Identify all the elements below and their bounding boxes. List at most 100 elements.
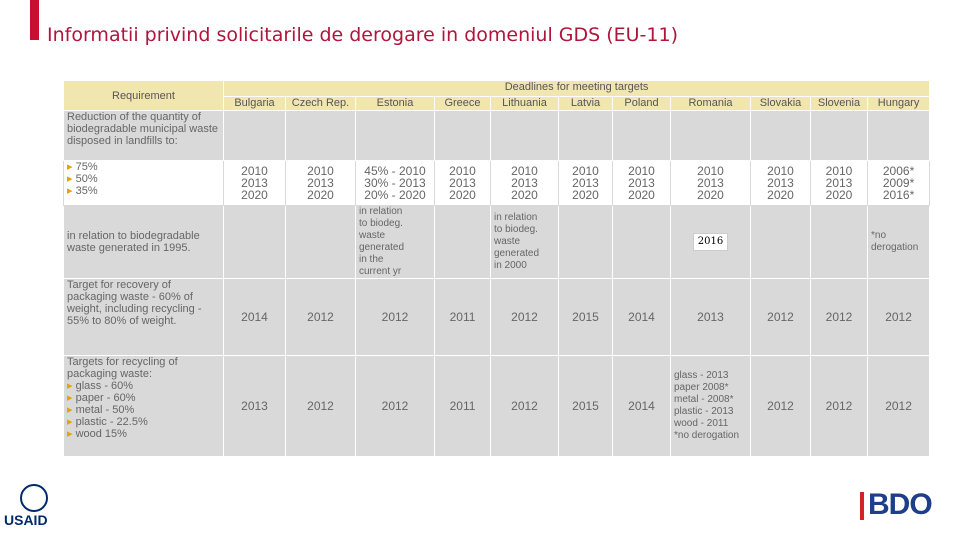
cell-line: 2012	[307, 310, 334, 324]
bullet: 35%	[67, 185, 220, 197]
cell-line: generated	[359, 242, 405, 253]
cell-line: 20% - 2020	[364, 188, 426, 202]
cell-line: 2010	[628, 164, 655, 178]
cell-line: 2020	[307, 188, 334, 202]
value-cell	[285, 205, 356, 279]
value-cell: 2012	[866, 355, 931, 457]
value-cell: 2010 2013 2020	[670, 160, 751, 206]
cell-line: glass - 2013	[674, 370, 729, 381]
value-cell: 2012	[285, 355, 356, 457]
value-cell: 2012	[285, 278, 356, 356]
value-cell	[750, 205, 811, 279]
cell-line: 2016	[697, 236, 724, 247]
value-cell: 2014	[612, 278, 671, 356]
value-cell: 2015	[558, 278, 613, 356]
cell-line: 2010	[767, 164, 794, 178]
bullet: plastic - 22.5%	[67, 416, 220, 428]
cell-line: plastic - 2013	[674, 406, 734, 417]
cell-line: generated	[494, 248, 540, 259]
cell-line: 2013	[449, 176, 476, 190]
country-header: Slovenia	[810, 96, 868, 111]
cell-line: 2011	[449, 399, 476, 413]
empty-cell	[434, 110, 491, 161]
cell-line: 2013	[307, 176, 334, 190]
cell-line: 2020	[449, 188, 476, 202]
requirement-text: Target for recovery of packaging waste -…	[67, 279, 202, 328]
value-cell: 2010 2013 2020	[558, 160, 613, 206]
value-cell: 2011	[434, 355, 491, 457]
country-header: Estonia	[355, 96, 435, 111]
empty-cell	[670, 110, 751, 161]
cell-line: 2014	[628, 310, 655, 324]
cell-line: 2020	[511, 188, 538, 202]
bullet: metal - 50%	[67, 404, 220, 416]
cell-line: 2013	[767, 176, 794, 190]
value-cell: 2012	[810, 355, 868, 457]
cell-line: 2010	[825, 164, 853, 178]
value-cell: in relation to biodeg. waste generated in th…	[355, 205, 435, 279]
cell-line: *no derogation	[674, 430, 740, 441]
bullet: paper - 60%	[67, 392, 220, 404]
requirement-text: Targets for recycling of packaging waste…	[67, 356, 178, 381]
cell-line: 2012	[767, 399, 794, 413]
cell-line: derogation	[871, 242, 919, 253]
requirement-header: Requirement	[63, 80, 224, 111]
value-cell: 2014	[612, 355, 671, 457]
cell-line: 2010	[511, 164, 538, 178]
table-body: Requirement Deadlines for meeting targets…	[63, 80, 931, 457]
empty-cell	[866, 110, 931, 161]
cell-line: 2010	[572, 164, 599, 178]
value-cell: *no derogation	[866, 205, 931, 279]
table-row: in relation to biodegradable waste gener…	[63, 205, 931, 279]
value-cell: 45% - 2010 30% - 2013 20% - 2020	[355, 160, 435, 206]
slide-title: Informatii privind solicitarile de derog…	[47, 24, 678, 46]
cell-line: waste	[359, 230, 386, 241]
bdo-logo: BDO	[868, 488, 933, 521]
cell-line: 2009*	[882, 176, 915, 190]
requirement-cell: Target for recovery of packaging waste -…	[63, 278, 224, 356]
cell-line: *no	[871, 230, 887, 241]
value-cell: 2010 2013 2020	[434, 160, 491, 206]
bullet: glass - 60%	[67, 380, 220, 392]
value-cell: 2011	[434, 278, 491, 356]
value-cell	[223, 205, 286, 279]
country-header: Latvia	[558, 96, 613, 111]
deadlines-header: Deadlines for meeting targets	[222, 80, 931, 97]
value-cell	[558, 205, 613, 279]
cell-line: 45% - 2010	[364, 164, 426, 178]
value-cell: 2010 2013 2020	[750, 160, 811, 206]
value-cell: 2012	[355, 278, 435, 356]
cell-line: 2012	[511, 310, 538, 324]
value-cell: 2015	[558, 355, 613, 457]
value-cell	[612, 205, 671, 279]
value-cell: 2012	[750, 278, 811, 356]
value-cell: 2013	[223, 355, 286, 457]
cell-line: in the	[359, 254, 384, 265]
value-cell	[810, 205, 868, 279]
cell-line: in 2000	[494, 260, 527, 271]
value-cell: 2012	[490, 355, 559, 457]
country-header: Poland	[612, 96, 671, 111]
value-cell: in relation to biodeg. waste generated in 20…	[490, 205, 559, 279]
derogation-table: Requirement Deadlines for meeting targets…	[63, 80, 931, 457]
value-cell: 2012	[866, 278, 931, 356]
usaid-logo: USAID	[4, 512, 48, 528]
cell-line: 2011	[449, 310, 476, 324]
country-header: Hungary	[866, 96, 931, 111]
cell-line: 2020	[825, 188, 853, 202]
bullet: wood 15%	[67, 428, 220, 440]
cell-line: 2013	[572, 176, 599, 190]
cell-line: metal - 2008*	[674, 394, 734, 405]
value-cell	[434, 205, 491, 279]
empty-cell	[612, 110, 671, 161]
value-cell: 2010 2013 2020	[490, 160, 559, 206]
usaid-seal	[20, 484, 48, 512]
country-header: Lithuania	[490, 96, 559, 111]
table-row: Target for recovery of packaging waste -…	[63, 278, 931, 356]
value-cell: 2012	[490, 278, 559, 356]
cell-line: 2012	[825, 310, 853, 324]
accent-bar	[30, 0, 39, 40]
cell-line: 2020	[697, 188, 724, 202]
empty-cell	[223, 110, 286, 161]
